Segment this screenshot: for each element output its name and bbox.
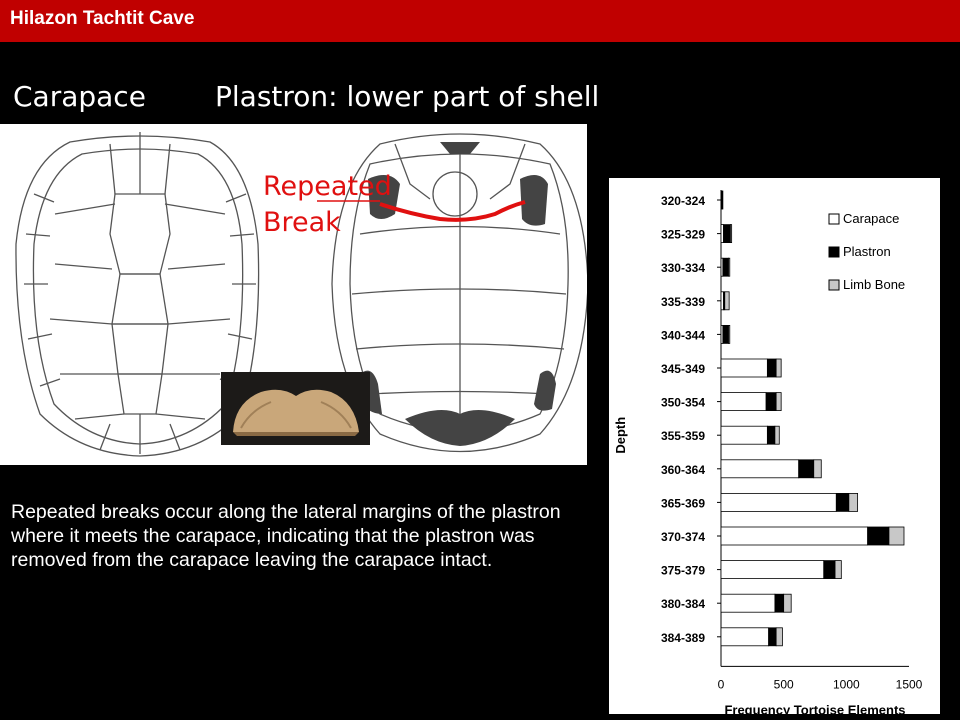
bar-segment-carapace: [720, 392, 767, 412]
legend-swatch: [828, 279, 840, 291]
bar-segment-limb-bone: [813, 459, 822, 479]
bar-segment-plastron: [768, 627, 777, 647]
slide-title: Hilazon Tachtit Cave: [10, 8, 195, 29]
x-tick-label: 500: [774, 677, 794, 691]
shell-fragment-photo: [221, 372, 370, 445]
heading-plastron: Plastron: lower part of shell: [215, 80, 600, 113]
bar-segment-plastron: [723, 224, 731, 243]
y-tick-label: 365-369: [661, 496, 705, 510]
y-tick-label: 370-374: [661, 530, 705, 544]
plastron-drawing: [331, 133, 589, 453]
bar-segment-plastron: [823, 560, 836, 580]
bar-segment-limb-bone: [721, 190, 724, 210]
legend-swatch: [828, 213, 840, 225]
y-tick-label: 330-334: [661, 261, 705, 275]
bar-segment-limb-bone: [728, 257, 731, 277]
y-tick-label: 335-339: [661, 295, 705, 309]
y-tick-label: 380-384: [661, 597, 705, 611]
bar-segment-limb-bone: [728, 324, 731, 344]
carapace-drawing: [15, 132, 260, 457]
x-tick-label: 0: [718, 677, 725, 691]
bar-segment-limb-bone: [724, 291, 730, 311]
y-axis-title: Depth: [613, 417, 628, 454]
bar-segment-limb-bone: [774, 425, 780, 445]
legend-label: Limb Bone: [843, 277, 905, 292]
bar-segment-carapace: [720, 492, 837, 512]
bar-segment-plastron: [835, 492, 850, 512]
y-tick-label: 345-349: [661, 362, 705, 376]
annotation-repeated: Repeated: [263, 171, 392, 202]
bar-segment-limb-bone: [775, 627, 783, 647]
chart-panel: 320-324 325-329 330-334 335-339 340-344 345-3…: [609, 178, 940, 717]
legend-swatch: [828, 246, 840, 258]
bar-segment-carapace: [720, 425, 768, 445]
bar-segment-carapace: [720, 560, 825, 580]
bar-segment-limb-bone: [848, 492, 859, 512]
legend-label: Carapace: [843, 211, 899, 226]
bar-segment-limb-bone: [775, 358, 782, 378]
bar-segment-plastron: [722, 257, 729, 277]
bar-segment-plastron: [722, 324, 729, 344]
bar-segment-carapace: [720, 526, 869, 546]
bar-segment-limb-bone: [775, 392, 782, 412]
y-tick-label: 360-364: [661, 463, 705, 477]
bar-segment-limb-bone: [730, 224, 733, 243]
plastron-break-areas: [358, 142, 556, 446]
bar-segment-limb-bone: [834, 560, 842, 580]
y-tick-label: 384-389: [661, 631, 705, 645]
legend-label: Plastron: [843, 244, 891, 259]
y-tick-label: 375-379: [661, 564, 705, 578]
shell-drawings: [15, 132, 589, 457]
bar-segment-carapace: [720, 358, 768, 378]
annotation-break: Break: [263, 207, 341, 238]
bar-segment-carapace: [720, 459, 800, 479]
bar-segment-plastron: [766, 425, 776, 445]
frequency-chart: 320-324 325-329 330-334 335-339 340-344 345-3…: [613, 190, 923, 717]
y-tick-label: 325-329: [661, 228, 705, 242]
x-tick-label: 1000: [833, 677, 860, 691]
bar-segment-limb-bone: [888, 526, 905, 546]
bar-segment-plastron: [798, 459, 815, 479]
bar-segment-plastron: [766, 358, 777, 378]
bar-segment-limb-bone: [783, 593, 792, 613]
title-bar: Hilazon Tachtit Cave: [0, 0, 960, 42]
bar-segment-plastron: [765, 392, 777, 412]
x-tick-label: 1500: [896, 677, 923, 691]
y-tick-label: 355-359: [661, 429, 705, 443]
shell-fragment-image: [221, 372, 370, 445]
caption-text: Repeated breaks occur along the lateral …: [11, 501, 561, 571]
bar-segment-plastron: [867, 526, 890, 546]
heading-carapace: Carapace: [13, 80, 146, 113]
bar-segment-carapace: [720, 627, 770, 647]
y-tick-label: 320-324: [661, 194, 705, 208]
y-tick-label: 350-354: [661, 396, 705, 410]
break-line: [379, 200, 526, 222]
bar-segment-carapace: [720, 593, 776, 613]
y-tick-label: 340-344: [661, 328, 705, 342]
x-axis-title: Frequency Tortoise Elements: [724, 702, 905, 714]
bar-segment-plastron: [774, 593, 785, 613]
